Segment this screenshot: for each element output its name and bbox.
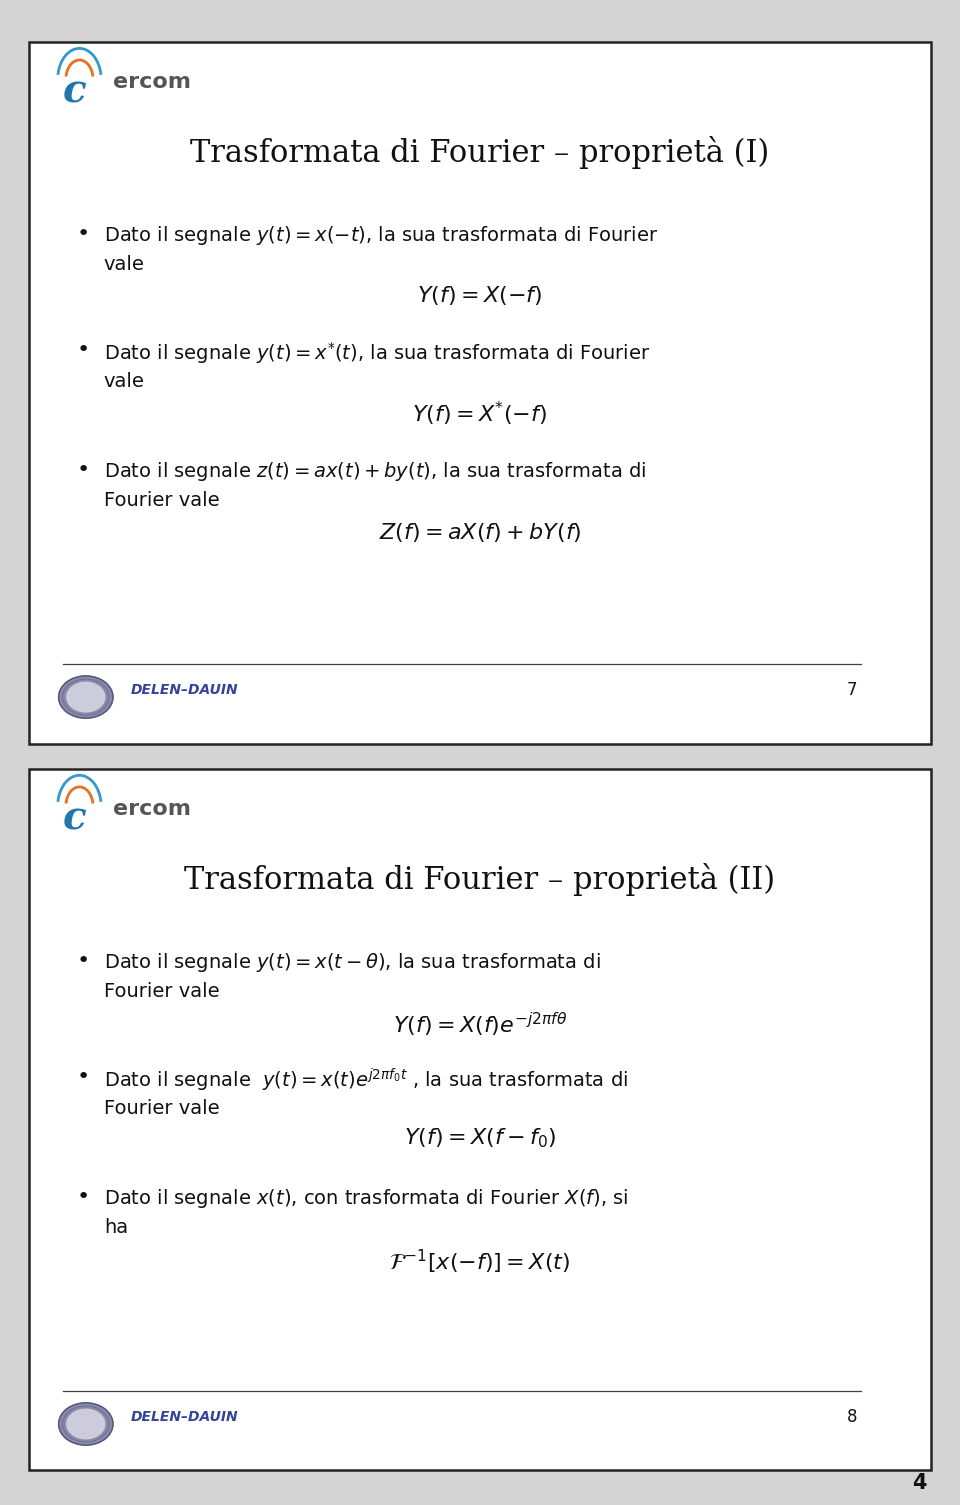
Circle shape <box>59 676 113 718</box>
Text: DELEN–DAUIN: DELEN–DAUIN <box>132 1410 239 1424</box>
Text: Fourier vale: Fourier vale <box>104 1099 220 1118</box>
FancyBboxPatch shape <box>29 769 931 1470</box>
Text: $Y(f) = X(f - f_0)$: $Y(f) = X(f - f_0)$ <box>404 1127 556 1150</box>
Text: ha: ha <box>104 1219 128 1237</box>
Text: $\mathcal{F}^{-1}[x(-f)] = X(t)$: $\mathcal{F}^{-1}[x(-f)] = X(t)$ <box>390 1248 570 1276</box>
Text: vale: vale <box>104 256 145 274</box>
Circle shape <box>59 1403 113 1445</box>
Text: Dato il segnale $y(t) = x(t - \theta)$, la sua trasformata di: Dato il segnale $y(t) = x(t - \theta)$, … <box>104 951 601 974</box>
Text: $Y(f) = X(-f)$: $Y(f) = X(-f)$ <box>418 283 542 307</box>
Text: 7: 7 <box>847 682 857 698</box>
Text: 8: 8 <box>847 1409 857 1425</box>
Text: •: • <box>77 459 90 480</box>
Text: DELEN–DAUIN: DELEN–DAUIN <box>132 683 239 697</box>
Text: $Y(f) = X^{*}(-f)$: $Y(f) = X^{*}(-f)$ <box>413 400 547 427</box>
Text: •: • <box>77 224 90 244</box>
Text: Dato il segnale $x(t)$, con trasformata di Fourier $X(f)$, si: Dato il segnale $x(t)$, con trasformata … <box>104 1186 628 1210</box>
Text: Trasformata di Fourier – proprietà (I): Trasformata di Fourier – proprietà (I) <box>190 135 770 169</box>
Circle shape <box>67 1409 105 1439</box>
Text: $Y(f) = X(f)e^{-j2\pi f\theta}$: $Y(f) = X(f)e^{-j2\pi f\theta}$ <box>393 1010 567 1038</box>
Text: $Z(f) = aX(f) + bY(f)$: $Z(f) = aX(f) + bY(f)$ <box>378 521 582 543</box>
Text: •: • <box>77 1067 90 1087</box>
Text: Fourier vale: Fourier vale <box>104 492 220 510</box>
Text: vale: vale <box>104 372 145 391</box>
Text: Trasformata di Fourier – proprietà (II): Trasformata di Fourier – proprietà (II) <box>184 862 776 895</box>
Text: Dato il segnale $z(t) = ax(t) + by(t)$, la sua trasformata di: Dato il segnale $z(t) = ax(t) + by(t)$, … <box>104 459 646 483</box>
Text: c: c <box>63 799 86 837</box>
Text: Dato il segnale  $y(t) = x(t)e^{j2\pi f_0 t}$ , la sua trasformata di: Dato il segnale $y(t) = x(t)e^{j2\pi f_0… <box>104 1067 628 1094</box>
Text: 4: 4 <box>912 1473 926 1493</box>
Text: c: c <box>63 72 86 110</box>
Circle shape <box>67 682 105 712</box>
Text: ercom: ercom <box>113 799 191 819</box>
Text: Dato il segnale $y(t) = x^{*}(t)$, la sua trasformata di Fourier: Dato il segnale $y(t) = x^{*}(t)$, la su… <box>104 340 650 366</box>
FancyBboxPatch shape <box>29 42 931 743</box>
Text: Dato il segnale $y(t) = x(-t)$, la sua trasformata di Fourier: Dato il segnale $y(t) = x(-t)$, la sua t… <box>104 224 659 247</box>
Text: •: • <box>77 340 90 360</box>
Text: Fourier vale: Fourier vale <box>104 983 220 1001</box>
Text: ercom: ercom <box>113 72 191 92</box>
Text: •: • <box>77 1186 90 1207</box>
Text: •: • <box>77 951 90 971</box>
